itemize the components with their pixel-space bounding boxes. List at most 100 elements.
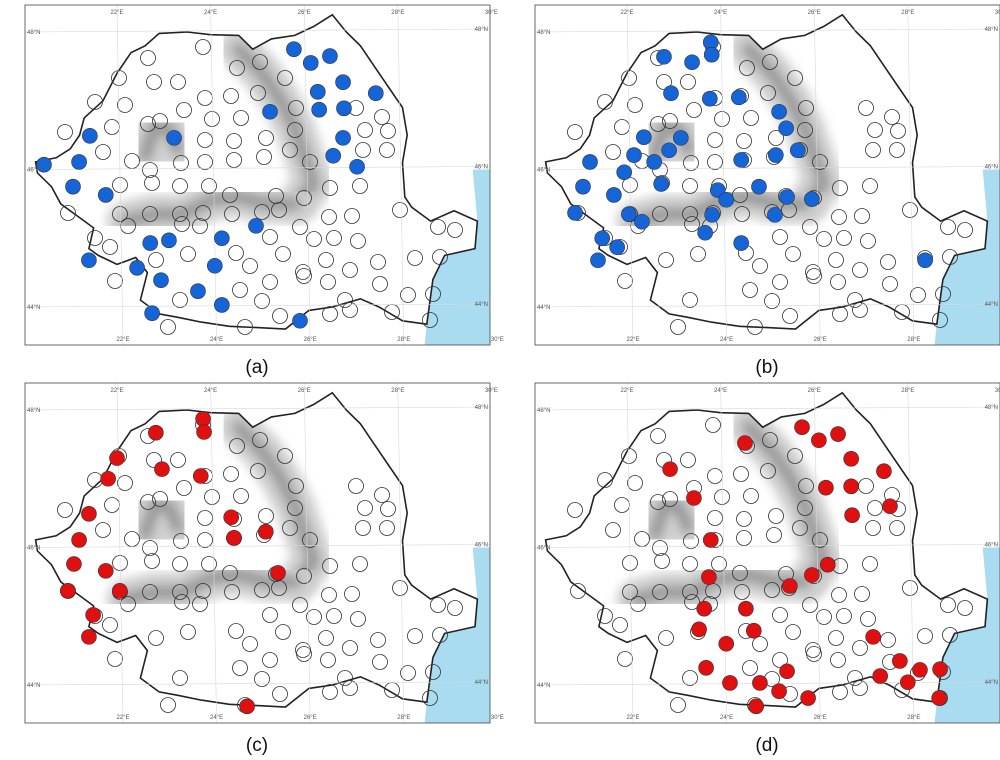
lon-label: 24°E [204,10,217,16]
highlighted-station [336,101,351,116]
highlighted-station [933,662,948,677]
highlighted-station [336,75,351,90]
highlighted-station [703,532,718,547]
highlighted-station [701,570,716,585]
highlighted-station [112,583,127,598]
panel-label: (c) [246,735,268,756]
highlighted-station [702,91,717,106]
base-map [25,5,538,355]
lon-label: 30°E [485,10,498,16]
highlighted-station [101,471,116,486]
highlighted-station [326,148,341,163]
highlighted-station [705,207,720,222]
highlighted-station [214,231,229,246]
lon-label: 28°E [901,388,914,394]
highlighted-station [722,675,737,690]
highlighted-station [81,253,96,268]
highlighted-station [663,462,678,477]
highlighted-station [110,451,125,466]
lon-label: 30°E [995,388,1000,394]
meridian [491,383,497,723]
lat-label: 48°N [537,408,550,414]
highlighted-station [876,464,891,479]
highlighted-station [98,563,113,578]
highlighted-station [719,636,734,651]
highlighted-station [734,236,749,251]
highlighted-station [617,165,632,180]
highlighted-station [844,451,859,466]
highlighted-station [845,508,860,523]
highlighted-station [704,47,719,62]
highlighted-station [692,622,707,637]
highlighted-station [772,104,787,119]
map-panel: 22°E22°E24°E24°E26°E26°E28°E28°E30°E30°E… [25,5,538,378]
highlighted-station [130,260,145,275]
lon-label: 28°E [391,388,404,394]
lat-label: 46°N [985,543,998,549]
map-panel: 22°E22°E24°E24°E26°E26°E28°E28°E30°E30°E… [535,5,1000,378]
highlighted-station [634,214,649,229]
highlighted-station [918,253,933,268]
lon-label: 26°E [814,337,827,343]
lat-label: 48°N [537,30,550,36]
highlighted-station [790,143,805,158]
highlighted-station [772,684,787,699]
map-panel: 22°E22°E24°E24°E26°E26°E28°E28°E30°E30°E… [25,383,538,756]
highlighted-station [811,433,826,448]
lon-label: 26°E [814,715,827,721]
lat-label: 44°N [27,683,40,689]
highlighted-station [322,49,337,64]
highlighted-station [820,557,835,572]
highlighted-station [686,491,701,506]
highlighted-station [767,207,782,222]
highlighted-station [263,104,278,119]
highlighted-station [60,583,75,598]
highlighted-station [66,179,81,194]
lon-label: 24°E [210,337,223,343]
lon-label: 22°E [620,10,633,16]
highlighted-station [606,187,621,202]
highlighted-station [583,154,598,169]
lat-label: 46°N [27,546,40,552]
lon-label: 22°E [116,715,129,721]
highlighted-station [148,425,163,440]
highlighted-station [912,662,927,677]
highlighted-station [153,273,168,288]
lon-label: 30°E [485,388,498,394]
map-panel: 22°E22°E24°E24°E26°E26°E28°E28°E30°E30°E… [535,383,1000,756]
highlighted-station [248,218,263,233]
highlighted-station [932,691,947,706]
highlighted-station [804,568,819,583]
highlighted-station [779,121,794,136]
lon-label: 22°E [110,388,123,394]
highlighted-station [673,130,688,145]
highlighted-station [647,154,662,169]
highlighted-station [697,601,712,616]
lat-label: 48°N [27,408,40,414]
lon-label: 24°E [714,388,727,394]
highlighted-station [685,55,700,70]
highlighted-station [72,532,87,547]
lon-label: 28°E [907,715,920,721]
lon-label: 24°E [210,715,223,721]
highlighted-station [734,152,749,167]
lon-label: 26°E [304,715,317,721]
lon-label: 26°E [808,388,821,394]
highlighted-station [795,420,810,435]
lon-label: 26°E [304,337,317,343]
highlighted-station [86,607,101,622]
highlighted-station [286,42,301,57]
lon-label: 24°E [204,388,217,394]
highlighted-station [782,579,797,594]
lat-label: 44°N [475,302,488,308]
highlighted-station [167,130,182,145]
highlighted-station [154,462,169,477]
highlighted-station [656,49,671,64]
highlighted-station [224,510,239,525]
lon-label: 24°E [720,715,733,721]
lat-label: 48°N [985,27,998,33]
lon-label: 28°E [391,10,404,16]
highlighted-station [312,102,327,117]
highlighted-station [214,297,229,312]
highlighted-station [81,629,96,644]
